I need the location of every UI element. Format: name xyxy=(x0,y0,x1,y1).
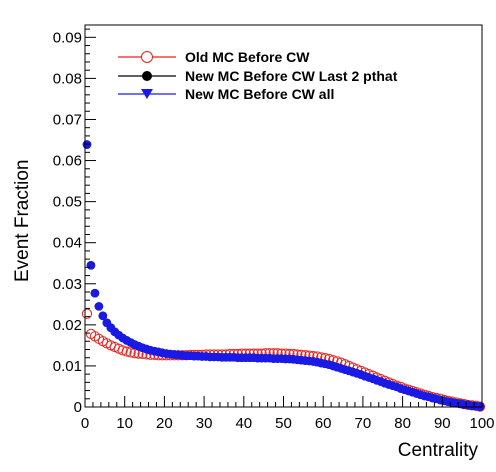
x-tick-label: 40 xyxy=(235,415,252,432)
x-tick-label: 0 xyxy=(81,415,89,432)
data-point xyxy=(98,311,108,321)
legend-marker xyxy=(141,51,153,63)
x-tick-label: 20 xyxy=(156,415,173,432)
y-tick-label: 0.03 xyxy=(53,276,82,293)
y-tick-label: 0.06 xyxy=(53,153,82,170)
x-tick-label: 90 xyxy=(434,415,451,432)
legend-label: Old MC Before CW xyxy=(185,49,310,65)
legend-marker xyxy=(141,89,153,99)
data-point xyxy=(125,347,136,358)
x-tick-label: 80 xyxy=(394,415,411,432)
x-tick-label: 60 xyxy=(315,415,332,432)
data-point xyxy=(90,288,100,298)
y-tick-label: 0 xyxy=(74,399,82,416)
data-point xyxy=(94,302,104,311)
x-axis-title: Centrality xyxy=(398,440,479,461)
y-tick-label: 0.05 xyxy=(53,194,82,211)
series-2 xyxy=(82,140,485,411)
data-point xyxy=(117,345,128,356)
x-tick-label: 50 xyxy=(275,415,292,432)
tick-labels: 0 10 20 30 40 50 60 70 80 90 100 0 0.01 0.02 0.03 0.04 0… xyxy=(53,29,495,432)
legend: Old MC Before CW New MC Before CW Last 2 … xyxy=(118,49,398,102)
data-point xyxy=(86,260,96,270)
legend-marker xyxy=(142,71,152,81)
axis-ticks xyxy=(84,28,483,408)
y-tick-label: 0.09 xyxy=(53,29,82,46)
legend-label: New MC Before CW Last 2 pthat xyxy=(185,68,398,84)
data-markers xyxy=(81,140,486,412)
x-tick-label: 70 xyxy=(355,415,372,432)
y-tick-label: 0.02 xyxy=(53,317,82,334)
x-tick-label: 30 xyxy=(196,415,213,432)
legend-label: New MC Before CW all xyxy=(185,86,334,102)
y-tick-label: 0.07 xyxy=(53,111,82,128)
y-tick-label: 0.04 xyxy=(53,235,82,252)
x-tick-label: 10 xyxy=(116,415,133,432)
data-point xyxy=(121,346,132,357)
y-tick-label: 0.01 xyxy=(53,358,82,375)
data-point xyxy=(81,308,93,319)
y-axis-title: Event Fraction xyxy=(12,160,33,283)
x-tick-label: 100 xyxy=(469,415,494,432)
y-tick-label: 0.08 xyxy=(53,70,82,87)
